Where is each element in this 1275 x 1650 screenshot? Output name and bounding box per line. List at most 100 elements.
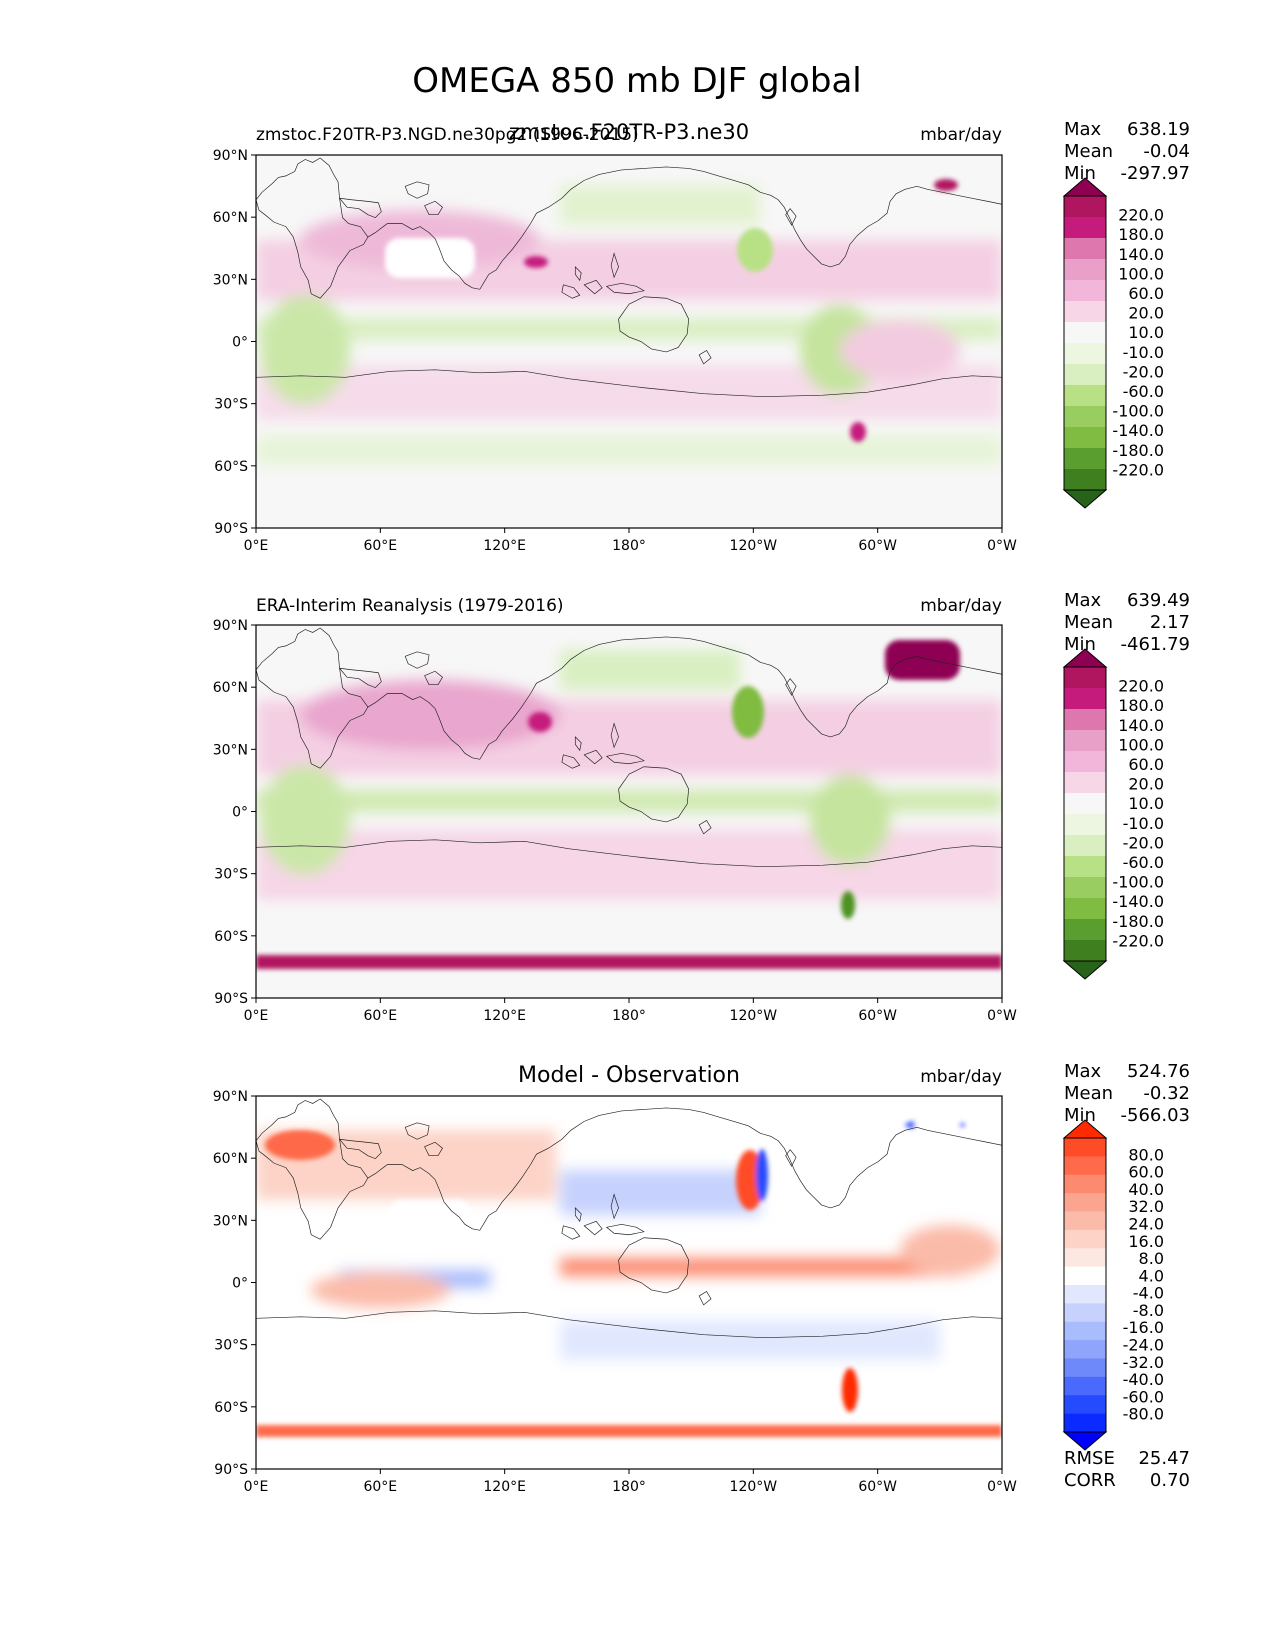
lat-tick-label: 30°N xyxy=(213,272,248,288)
corr-value: 0.70 xyxy=(1150,1470,1190,1491)
field-green-africa xyxy=(260,295,350,405)
lat-tick-label: 90°S xyxy=(214,991,248,1007)
panel-reference-colorbar: 220.0180.0140.0100.060.020.010.0-10.0-20… xyxy=(1062,648,1164,980)
lon-tick-label: 0°W xyxy=(987,538,1017,554)
lat-tick-label: 60°S xyxy=(214,459,248,475)
colorbar-tick-label: -32.0 xyxy=(1123,1353,1164,1372)
colorbar-tick-label: -40.0 xyxy=(1123,1370,1164,1389)
diff-blue-rockies xyxy=(756,1149,768,1201)
lon-tick-label: 0°W xyxy=(987,1008,1017,1024)
field-magenta-greenland xyxy=(885,640,960,680)
colorbar-tick-label: -180.0 xyxy=(1112,441,1164,460)
colorbar-segment xyxy=(1064,667,1106,689)
diff-red-south-indian xyxy=(310,1272,450,1308)
lon-tick-label: 120°W xyxy=(730,1008,778,1024)
colorbar-tick-label: -140.0 xyxy=(1112,421,1164,440)
lat-tick-label: 30°S xyxy=(214,397,248,413)
colorbar-extend-min xyxy=(1062,960,1108,980)
colorbar-segment xyxy=(1064,856,1106,878)
diff-blue-north-pacific xyxy=(560,1170,760,1215)
diff-red-atlantic xyxy=(900,1225,1000,1275)
colorbar-segment xyxy=(1064,709,1106,731)
colorbar-tick-label: 100.0 xyxy=(1118,264,1164,283)
colorbar-extend-min xyxy=(1062,489,1108,509)
lat-tick-label: 60°N xyxy=(213,680,248,696)
colorbar-tick-label: 140.0 xyxy=(1118,245,1164,264)
colorbar-tick-label: -10.0 xyxy=(1123,814,1164,833)
panel-diff-stats: Max 524.76 Mean -0.32 Min -566.03 RMSE 2… xyxy=(1064,1061,1190,1491)
colorbar-frame xyxy=(1063,666,1107,962)
colorbar-segment xyxy=(1064,427,1106,449)
field-magenta-japan xyxy=(524,256,548,268)
lat-tick-label: 30°S xyxy=(214,867,248,883)
stat-label: Max xyxy=(1064,1061,1102,1082)
lon-tick-label: 60°W xyxy=(858,1479,897,1495)
stat-label: Min xyxy=(1064,634,1096,655)
colorbar-segment xyxy=(1064,877,1106,899)
colorbar-tick-label: 80.0 xyxy=(1128,1145,1164,1164)
rmse-value: 25.47 xyxy=(1138,1448,1190,1469)
panel-test-stats: Max 638.19 Mean -0.04 Min -297.97 xyxy=(1064,119,1190,184)
lon-tick-label: 120°E xyxy=(483,1479,526,1495)
overlap-case-label: zmstoc.F20TR-P3.ne30 xyxy=(509,120,749,144)
field-green-north-pacific xyxy=(560,185,760,225)
stat-label: Mean xyxy=(1064,141,1113,162)
colorbar-segment xyxy=(1064,1156,1106,1176)
colorbar-tick-label: 8.0 xyxy=(1139,1249,1164,1268)
colorbar-tick-label: 10.0 xyxy=(1128,323,1164,342)
field-green-rockies xyxy=(737,228,773,272)
colorbar-segment xyxy=(1064,1413,1106,1433)
colorbar-segment xyxy=(1064,1193,1106,1212)
colorbar-segment xyxy=(1064,1174,1106,1194)
colorbar-tick-label: 24.0 xyxy=(1128,1214,1164,1233)
lon-tick-label: 120°W xyxy=(730,1479,778,1495)
stat-label: Max xyxy=(1064,590,1102,611)
stat-value: 524.76 xyxy=(1127,1061,1190,1082)
field-green-south-america xyxy=(810,775,890,865)
colorbar-segment xyxy=(1064,1211,1106,1231)
colorbar-segment xyxy=(1064,406,1106,428)
lon-tick-label: 120°W xyxy=(730,538,778,554)
lon-tick-label: 0°W xyxy=(987,1479,1017,1495)
colorbar-tick-label: -140.0 xyxy=(1112,892,1164,911)
colorbar-segment xyxy=(1064,385,1106,407)
colorbar-segment xyxy=(1064,280,1106,302)
stat-value: 639.49 xyxy=(1127,590,1190,611)
stat-value: 638.19 xyxy=(1127,119,1190,140)
colorbar-segment xyxy=(1064,1303,1106,1323)
colorbar-tick-label: 180.0 xyxy=(1118,696,1164,715)
colorbar-tick-label: -20.0 xyxy=(1123,833,1164,852)
field-white-tibet xyxy=(385,238,475,278)
diff-red-europe xyxy=(265,1130,335,1160)
lat-tick-label: 60°S xyxy=(214,1400,248,1416)
field-magenta-japan xyxy=(528,712,552,732)
stat-label: Min xyxy=(1064,1105,1096,1126)
stat-value: -297.97 xyxy=(1121,163,1190,184)
colorbar-tick-label: -24.0 xyxy=(1123,1336,1164,1355)
field-magenta-greenland xyxy=(934,179,958,191)
colorbar-segment xyxy=(1064,688,1106,710)
colorbar-tick-label: 60.0 xyxy=(1128,1163,1164,1182)
diff-white-tibet xyxy=(390,1200,470,1235)
colorbar-tick-label: -4.0 xyxy=(1133,1284,1164,1303)
lat-tick-label: 60°S xyxy=(214,929,248,945)
stat-value: -0.32 xyxy=(1143,1083,1190,1104)
colorbar-tick-label: -10.0 xyxy=(1123,343,1164,362)
lon-tick-label: 60°E xyxy=(363,1479,397,1495)
colorbar-tick-label: 4.0 xyxy=(1139,1266,1164,1285)
colorbar-tick-label: -60.0 xyxy=(1123,853,1164,872)
panel-reference-lat-axis: 90°N 60°N 30°N 0° 30°S 60°S 90°S xyxy=(213,618,256,1007)
field-green-itcz xyxy=(256,790,1002,812)
colorbar-frame xyxy=(1063,195,1107,491)
lon-tick-label: 60°E xyxy=(363,538,397,554)
colorbar-segment xyxy=(1064,448,1106,470)
panel-diff-lon-axis: 0°E 60°E 120°E 180° 120°W 60°W 0°W xyxy=(244,1469,1017,1495)
field-green-rockies xyxy=(732,686,764,738)
corr-label: CORR xyxy=(1064,1470,1116,1491)
colorbar-segment xyxy=(1064,364,1106,386)
colorbar-segment xyxy=(1064,1285,1106,1304)
lat-tick-label: 90°N xyxy=(213,618,248,634)
colorbar-segment xyxy=(1064,940,1106,962)
colorbar-frame xyxy=(1063,1137,1107,1433)
colorbar-tick-label: -220.0 xyxy=(1112,460,1164,479)
